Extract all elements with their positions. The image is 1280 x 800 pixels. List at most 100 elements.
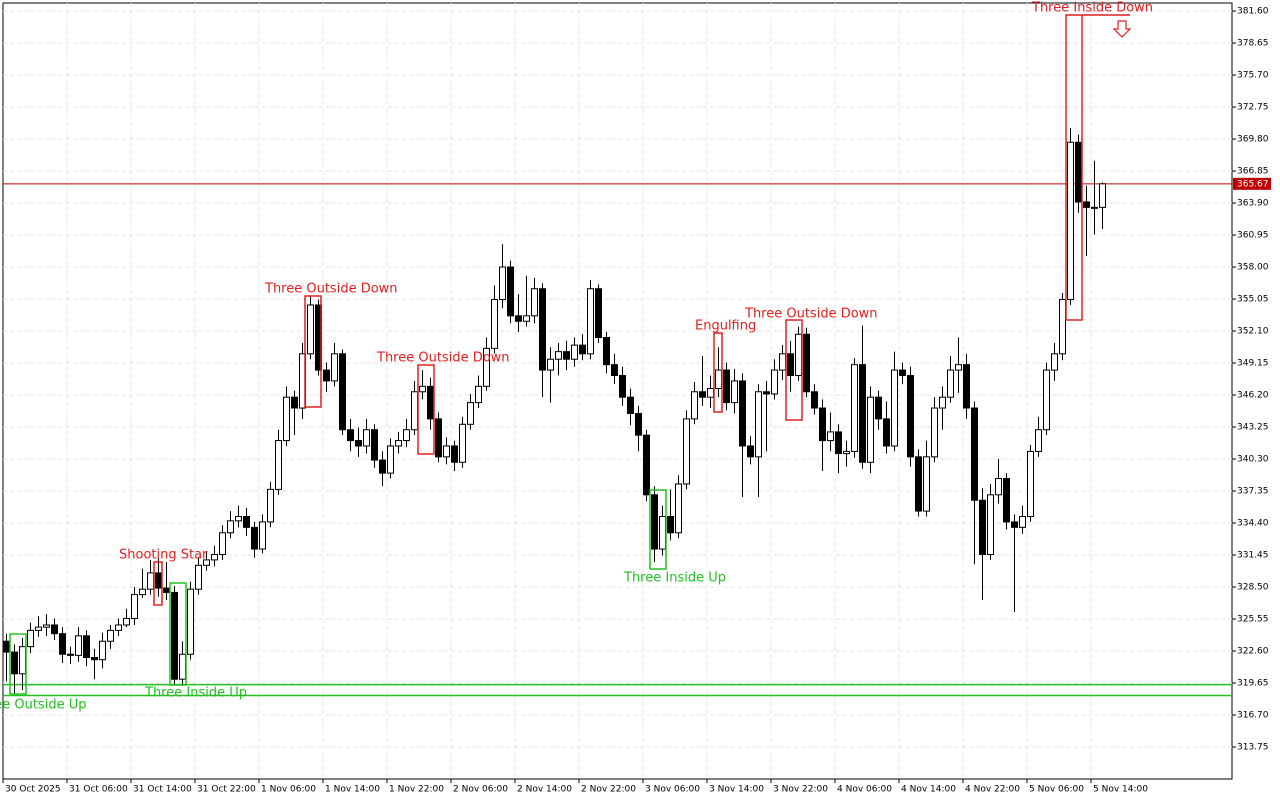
candle-body xyxy=(59,633,66,655)
pattern-label: Three Inside Down xyxy=(1031,1,1153,16)
candle-body xyxy=(843,450,850,455)
candle-body xyxy=(1091,206,1098,209)
pattern-box xyxy=(153,561,163,606)
y-tick-label: 334.40 xyxy=(1237,519,1269,529)
candle-body xyxy=(147,572,154,590)
candle-body xyxy=(123,617,130,626)
candle-body xyxy=(787,353,794,376)
candle-body xyxy=(619,374,626,398)
pattern-label: Three Outside Down xyxy=(264,282,398,297)
pattern-label: Three Outside Up xyxy=(0,698,86,713)
candle-body xyxy=(467,402,474,425)
candle-body xyxy=(523,315,530,322)
pattern-label: Three Inside Up xyxy=(144,686,247,701)
candle-body xyxy=(1043,369,1050,431)
candle-body xyxy=(187,588,194,655)
candle-body xyxy=(395,440,402,447)
candle-body xyxy=(251,526,258,550)
candle-body xyxy=(115,624,122,631)
pattern-box xyxy=(9,633,27,695)
candle-body xyxy=(483,347,490,387)
y-tick-label: 349.15 xyxy=(1237,359,1269,369)
candle-body xyxy=(515,315,522,322)
candle-body xyxy=(275,440,282,490)
candle-body xyxy=(699,391,706,398)
candle-body xyxy=(915,456,922,512)
candle-body xyxy=(811,391,818,409)
candle-body xyxy=(411,391,418,431)
pattern-label: Engulfing xyxy=(695,319,756,334)
candle-body xyxy=(747,445,754,458)
candle-body xyxy=(595,288,602,339)
candle-body xyxy=(531,288,538,317)
candle-body xyxy=(331,353,338,382)
candle-body xyxy=(539,288,546,371)
candle-body xyxy=(867,396,874,463)
y-tick-label: 358.00 xyxy=(1237,263,1269,273)
x-tick-label: 4 Nov 06:00 xyxy=(837,785,892,795)
x-tick-label: 31 Oct 14:00 xyxy=(133,785,192,795)
candle-body xyxy=(691,391,698,420)
candle-body xyxy=(899,369,906,376)
candle-body xyxy=(435,418,442,458)
pattern-box xyxy=(785,319,803,421)
candle-body xyxy=(587,288,594,355)
pattern-box xyxy=(713,332,723,413)
candle-body xyxy=(419,385,426,393)
y-tick-label: 381.60 xyxy=(1237,7,1269,17)
candle-body xyxy=(491,299,498,349)
candle-body xyxy=(163,587,170,593)
candle-body xyxy=(859,364,866,463)
candle-body xyxy=(627,396,634,414)
candle-body xyxy=(987,494,994,555)
candle-body xyxy=(883,418,890,447)
y-tick-label: 372.75 xyxy=(1237,103,1269,113)
pattern-label: Three Inside Up xyxy=(623,571,726,586)
y-tick-label: 331.45 xyxy=(1237,551,1269,561)
candle-body xyxy=(971,407,978,501)
pattern-box xyxy=(649,489,667,570)
candle-body xyxy=(1067,141,1074,301)
candle-body xyxy=(611,364,618,376)
candle-body xyxy=(475,385,482,404)
candle-body xyxy=(891,369,898,447)
candle-body xyxy=(1099,183,1106,208)
candle-body xyxy=(1027,450,1034,518)
y-tick-label: 337.35 xyxy=(1237,487,1269,497)
candle-body xyxy=(931,407,938,458)
candle-body xyxy=(75,635,82,656)
candle-body xyxy=(1035,429,1042,452)
candle-body xyxy=(1011,521,1018,528)
candle-body xyxy=(1003,478,1010,523)
y-tick-label: 360.95 xyxy=(1237,231,1269,241)
candle-body xyxy=(571,344,578,360)
x-tick-label: 30 Oct 2025 xyxy=(5,785,61,795)
down-arrow xyxy=(1112,20,1132,38)
candle-body xyxy=(347,429,354,442)
candle-body xyxy=(955,364,962,371)
candle-body xyxy=(371,429,378,461)
candle-body xyxy=(771,369,778,395)
candle-body xyxy=(1075,141,1082,203)
candle-body xyxy=(99,640,106,661)
x-tick-label: 1 Nov 06:00 xyxy=(261,785,316,795)
candle-body xyxy=(1051,353,1058,371)
candle-body xyxy=(171,591,178,680)
candle-body xyxy=(35,626,42,631)
candle-body xyxy=(827,431,834,442)
candle-body xyxy=(795,333,802,376)
candle-body xyxy=(67,653,74,656)
candle-body xyxy=(83,635,90,659)
candle-body xyxy=(267,488,274,523)
candle-body xyxy=(923,456,930,512)
candle-body xyxy=(283,396,290,442)
y-tick-label: 352.10 xyxy=(1237,327,1269,337)
candle-body xyxy=(643,434,650,496)
candle-body xyxy=(203,559,210,566)
candle-body xyxy=(259,521,266,550)
candle-body xyxy=(907,374,914,458)
candle-body xyxy=(227,520,234,534)
candle-body xyxy=(731,380,738,404)
candle-body xyxy=(555,351,562,360)
